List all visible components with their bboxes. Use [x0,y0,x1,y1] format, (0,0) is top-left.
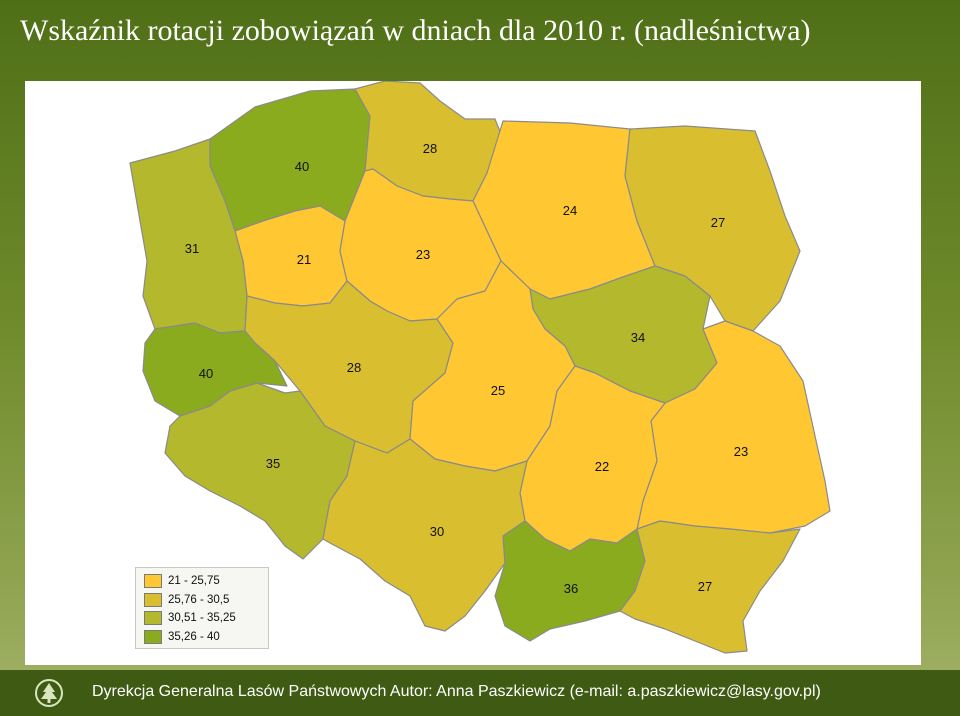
legend-item: 35,26 - 40 [144,628,268,647]
region-value-wroclaw: 35 [266,456,280,471]
region-value-katowice: 30 [430,524,444,539]
region-value-torun: 23 [416,247,430,262]
legend-item: 30,51 - 35,25 [144,609,268,628]
region-value-pila: 21 [297,252,311,267]
region-szczecin [209,88,371,232]
legend-swatch [144,611,162,626]
region-value-poznan: 28 [347,360,361,375]
region-value-olsztyn: 24 [563,203,577,218]
region-value-szczecin: 40 [295,159,309,174]
region-value-west-small: 40 [199,366,213,381]
region-value-krakow: 36 [564,581,578,596]
legend-label: 35,26 - 40 [168,630,220,643]
legend-swatch [144,574,162,589]
legend-item: 25,76 - 30,5 [144,591,268,610]
region-value-radom: 22 [595,459,609,474]
region-value-bialystok: 27 [711,215,725,230]
legend-swatch [144,592,162,607]
poland-map: 40 28 24 27 21 23 31 28 34 25 23 22 35 3… [129,81,831,654]
region-value-krosno: 27 [698,579,712,594]
legend-swatch [144,629,162,644]
footer-credit: Dyrekcja Generalna Lasów Państwowych Aut… [92,683,821,700]
map-panel: 40 28 24 27 21 23 31 28 34 25 23 22 35 3… [25,81,921,665]
lasy-panstwowe-logo-icon [35,679,63,707]
legend-label: 30,51 - 35,25 [168,612,236,625]
footer-bar: Dyrekcja Generalna Lasów Państwowych Aut… [0,670,960,716]
region-value-lublin: 23 [734,444,748,459]
region-krosno [619,520,801,654]
region-value-gdansk: 28 [423,141,437,156]
region-value-warszawa: 34 [631,330,645,345]
page-title: Wskaźnik rotacji zobowiązań w dniach dla… [20,14,811,47]
region-value-zielona-gora: 31 [185,241,199,256]
map-legend: 21 - 25,75 25,76 - 30,5 30,51 - 35,25 35… [135,567,269,649]
legend-item: 21 - 25,75 [144,572,268,591]
legend-label: 25,76 - 30,5 [168,593,230,606]
region-katowice [322,438,528,632]
region-value-lodz: 25 [491,383,505,398]
region-west-small [142,322,288,417]
legend-label: 21 - 25,75 [168,575,220,588]
